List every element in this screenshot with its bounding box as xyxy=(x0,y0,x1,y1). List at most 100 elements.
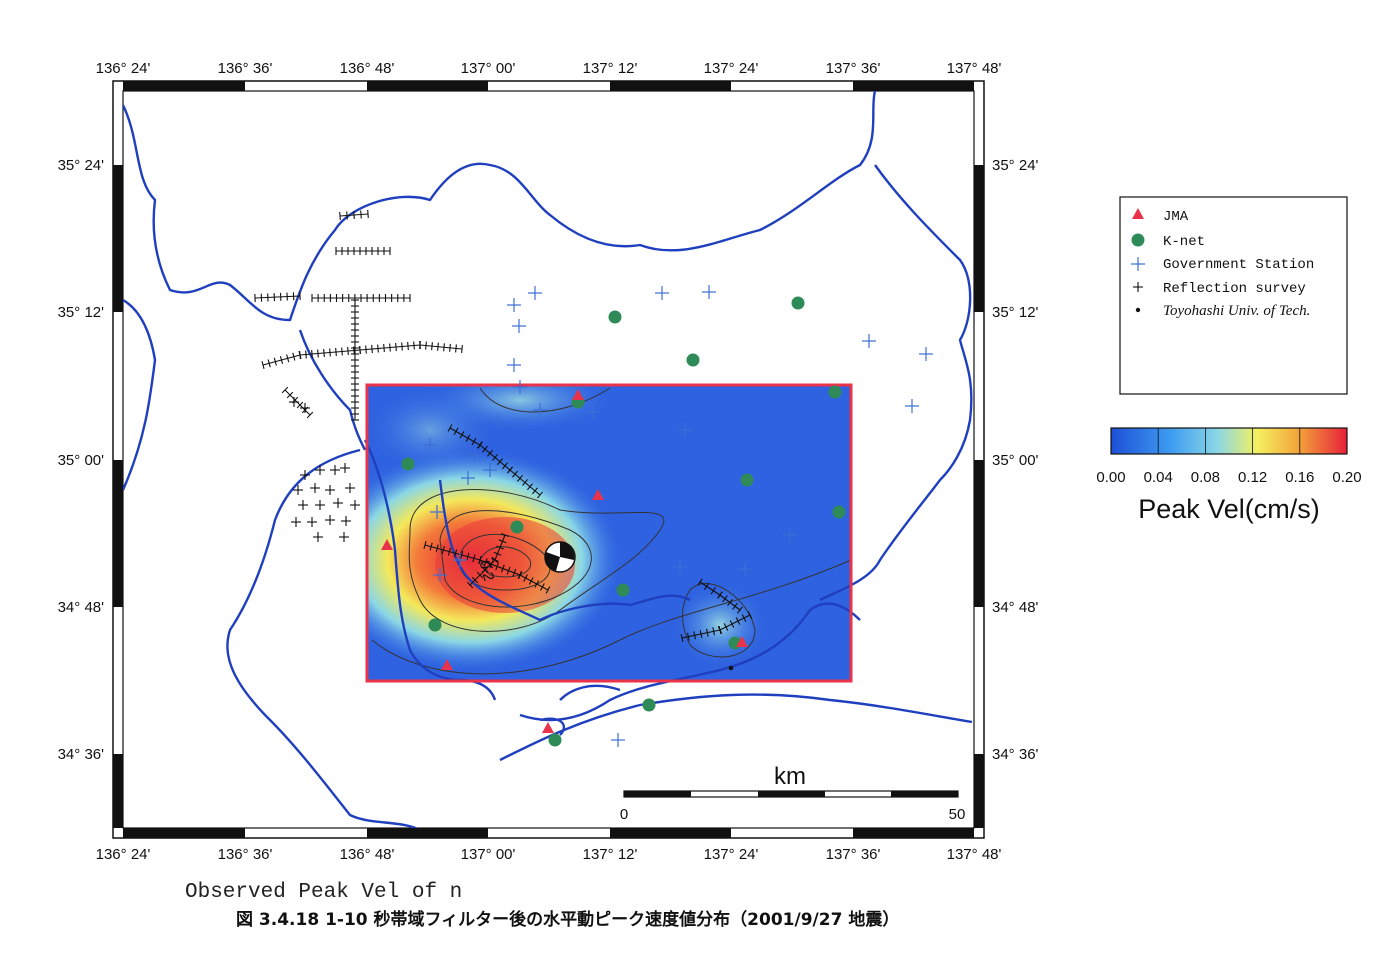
latitude-label: 35° 12' xyxy=(58,304,105,321)
reflection-tick xyxy=(686,632,690,641)
reflection-tick xyxy=(329,348,331,357)
longitude-label: 137° 00' xyxy=(461,60,516,77)
jma-station xyxy=(736,636,748,647)
frame-bar-right xyxy=(974,165,984,312)
longitude-label: 136° 48' xyxy=(340,846,395,863)
reflection-tick xyxy=(305,350,307,359)
reflection-tick xyxy=(710,587,716,595)
reflection-tick xyxy=(286,391,294,399)
reflection-tick xyxy=(339,211,341,221)
legend-knet-icon xyxy=(1131,233,1145,247)
jma-station xyxy=(542,722,554,733)
frame-bar-left xyxy=(113,460,123,607)
reflection-tick xyxy=(492,454,498,461)
longitude-label: 136° 48' xyxy=(340,60,395,77)
longitude-label: 137° 12' xyxy=(583,60,638,77)
reflection-tick xyxy=(496,545,504,550)
longitude-label: 137° 24' xyxy=(704,846,759,863)
knet-station xyxy=(642,698,656,712)
knet-station xyxy=(828,385,842,399)
latitude-label: 34° 36' xyxy=(58,746,105,763)
reflection-tick xyxy=(482,445,488,453)
reflection-tick xyxy=(477,441,483,449)
station-markers xyxy=(381,285,933,747)
scale-bar-unit: km xyxy=(774,763,806,790)
reflection-tick xyxy=(487,449,493,457)
reflection-tick xyxy=(286,354,290,363)
legend-government-icon xyxy=(1131,257,1145,271)
knet-station xyxy=(616,583,630,597)
colorbar-tick-label: 0.16 xyxy=(1285,469,1314,486)
frame-bar-left xyxy=(113,165,123,312)
reflection-tick xyxy=(495,562,500,571)
reflection-tick xyxy=(460,550,464,560)
latitude-label: 35° 00' xyxy=(992,452,1039,469)
reflection-tick xyxy=(507,466,513,474)
reflection-tick xyxy=(317,349,319,358)
reflection-tick xyxy=(471,437,477,446)
reflection-tick xyxy=(367,209,369,219)
colorbar-tick-label: 0.00 xyxy=(1096,469,1125,486)
reflection-tick xyxy=(517,474,523,482)
reflection-tick xyxy=(267,359,271,368)
reflection-tick xyxy=(401,342,403,351)
reflection-tick xyxy=(501,533,509,537)
reflection-tick xyxy=(279,355,284,365)
reflection-tick xyxy=(722,595,728,603)
reflection-tick xyxy=(735,617,741,625)
longitude-label: 137° 48' xyxy=(947,846,1002,863)
knet-station xyxy=(401,457,415,471)
longitude-label: 137° 24' xyxy=(704,60,759,77)
reflection-tick xyxy=(359,345,361,355)
frame-bar-top xyxy=(123,81,245,91)
reflection-tick xyxy=(395,342,397,352)
longitude-label: 137° 36' xyxy=(826,846,881,863)
latitude-label: 34° 48' xyxy=(992,599,1039,616)
reflection-tick xyxy=(534,580,540,588)
reflection-tick xyxy=(296,401,304,409)
frame-border-bars xyxy=(113,81,984,838)
reflection-tick xyxy=(540,583,545,591)
coastlines xyxy=(123,91,973,828)
reflection-tick xyxy=(447,547,452,556)
reflection-tick xyxy=(500,564,505,573)
reflection-tick xyxy=(537,491,543,499)
caption-english: Observed Peak Vel of n xyxy=(185,881,462,904)
reflection-tick xyxy=(545,586,551,594)
colorbar-tick-label: 0.08 xyxy=(1191,469,1220,486)
reflection-tick xyxy=(441,545,445,555)
legend-reflection-label: Reflection survey xyxy=(1163,281,1306,297)
reflection-tick xyxy=(443,343,445,352)
latitude-label: 35° 24' xyxy=(992,157,1039,174)
reflection-tick xyxy=(419,340,421,350)
reflection-tick xyxy=(306,411,314,419)
reflection-tick xyxy=(371,344,373,354)
reflection-tick xyxy=(273,357,277,366)
reflection-tick xyxy=(431,342,433,351)
reflection-tick xyxy=(747,611,753,619)
reflection-tick xyxy=(723,623,729,631)
reflection-tick xyxy=(425,341,427,350)
longitude-label: 136° 24' xyxy=(96,60,151,77)
frame-bar-bottom xyxy=(367,828,488,838)
heatmap-frame xyxy=(365,383,853,683)
reflection-tick xyxy=(491,558,499,562)
colorbar-tick-label: 0.12 xyxy=(1238,469,1267,486)
latitude-label: 35° 24' xyxy=(58,157,105,174)
frame-bar-bottom xyxy=(853,828,974,838)
longitude-labels-top: 136° 24' 136° 36' 136° 48' 137° 00' 137° 12'… xyxy=(96,60,1002,77)
latitude-labels-right: 35° 24' 35° 12' 35° 00' 34° 48' 34° 36' xyxy=(992,157,1039,763)
longitude-label: 137° 00' xyxy=(461,846,516,863)
reflection-tick xyxy=(435,544,439,553)
knet-station xyxy=(791,296,805,310)
longitude-label: 137° 36' xyxy=(826,60,881,77)
reflection-tick xyxy=(423,540,427,550)
longitude-labels-bottom: 136° 24' 136° 36' 136° 48' 137° 00' 137° 12'… xyxy=(96,846,1002,863)
scale-bar: km 0 50 xyxy=(620,763,966,823)
colorbar-tick-label: 0.04 xyxy=(1144,469,1173,486)
reflection-tick xyxy=(528,577,534,585)
frame-bar-right xyxy=(974,460,984,607)
caption-japanese: 図 3.4.18 1-10 秒帯域フィルター後の水平動ピーク速度値分布（2001… xyxy=(236,909,899,930)
reflection-tick xyxy=(697,578,703,586)
